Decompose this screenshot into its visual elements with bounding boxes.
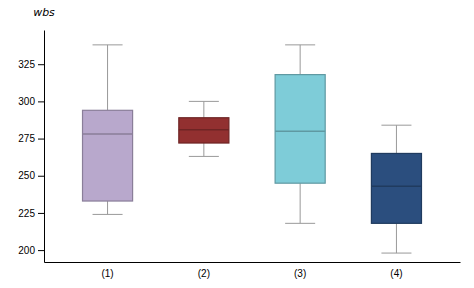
upper-whisker bbox=[203, 101, 204, 117]
chart: 200 225 250 275 300 325 (1) (2) (3) (4) wbs bbox=[0, 0, 474, 288]
y-tick-label: 225 bbox=[18, 208, 35, 219]
box bbox=[83, 45, 133, 215]
y-tick-mark bbox=[38, 101, 44, 102]
y-tick-label: 275 bbox=[18, 133, 35, 144]
y-tick-label: 325 bbox=[18, 59, 35, 70]
y-axis-line bbox=[44, 31, 45, 263]
y-tick: 250 bbox=[18, 170, 44, 181]
x-tick-label: (3) bbox=[294, 268, 306, 279]
lower-whisker bbox=[396, 223, 397, 253]
upper-whisker bbox=[396, 125, 397, 153]
upper-whisker bbox=[107, 45, 108, 110]
upper-whisker bbox=[300, 45, 301, 75]
upper-cap bbox=[285, 44, 315, 45]
x-tick-label: (1) bbox=[101, 268, 113, 279]
y-tick: 275 bbox=[18, 133, 44, 144]
median-line bbox=[371, 185, 421, 187]
box bbox=[179, 101, 229, 156]
y-tick: 225 bbox=[18, 208, 44, 219]
upper-cap bbox=[93, 44, 123, 45]
x-tick-label: (2) bbox=[198, 268, 210, 279]
boxes bbox=[83, 45, 422, 253]
median-line bbox=[275, 130, 325, 132]
box bbox=[275, 45, 325, 223]
lower-cap bbox=[189, 156, 219, 157]
lower-cap bbox=[93, 214, 123, 215]
y-tick: 300 bbox=[18, 96, 44, 107]
box-body bbox=[275, 75, 325, 184]
y-tick: 200 bbox=[18, 245, 44, 256]
y-axis-label: wbs bbox=[33, 6, 55, 19]
lower-cap bbox=[381, 253, 411, 254]
y-tick-mark bbox=[38, 176, 44, 177]
y-tick-label: 250 bbox=[18, 170, 35, 181]
y-tick-label: 200 bbox=[18, 245, 35, 256]
plot: 200 225 250 275 300 325 (1) (2) (3) (4) wbs bbox=[18, 6, 460, 279]
box-body bbox=[371, 153, 421, 223]
upper-cap bbox=[189, 101, 219, 102]
lower-whisker bbox=[107, 201, 108, 214]
x-tick: (1) bbox=[101, 268, 113, 279]
y-axis: 200 225 250 275 300 325 bbox=[18, 31, 44, 263]
y-tick-label: 300 bbox=[18, 96, 35, 107]
lower-whisker bbox=[203, 143, 204, 156]
median-line bbox=[83, 133, 133, 135]
y-tick: 325 bbox=[18, 59, 44, 70]
box bbox=[371, 125, 421, 253]
y-tick-mark bbox=[38, 250, 44, 251]
box-body bbox=[179, 118, 229, 143]
x-tick-label: (4) bbox=[390, 268, 402, 279]
x-tick: (3) bbox=[294, 268, 306, 279]
lower-whisker bbox=[300, 183, 301, 223]
upper-cap bbox=[381, 125, 411, 126]
y-tick-mark bbox=[38, 64, 44, 65]
y-tick-mark bbox=[38, 139, 44, 140]
x-tick: (4) bbox=[390, 268, 402, 279]
x-axis: (1) (2) (3) (4) bbox=[45, 263, 461, 280]
x-tick: (2) bbox=[198, 268, 210, 279]
median-line bbox=[179, 129, 229, 131]
x-axis-line bbox=[45, 262, 461, 263]
box-body bbox=[83, 110, 133, 201]
lower-cap bbox=[285, 223, 315, 224]
y-tick-mark bbox=[38, 213, 44, 214]
